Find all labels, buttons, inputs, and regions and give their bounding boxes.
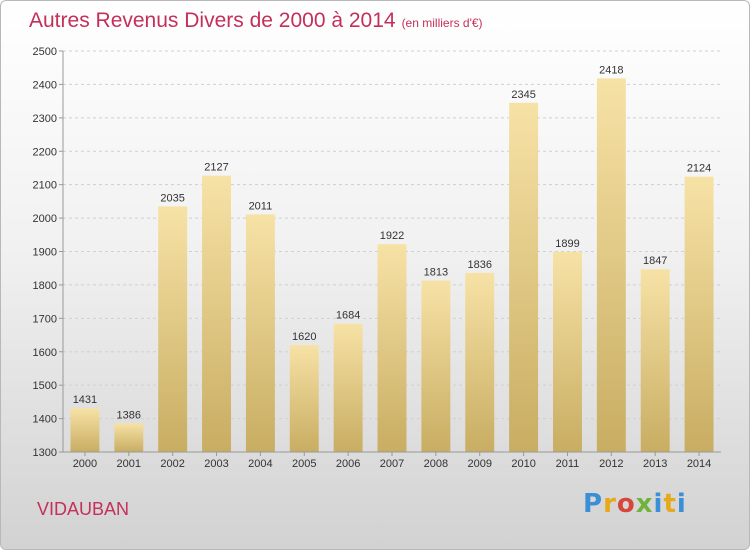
x-tick-label-2002: 2002 — [160, 458, 184, 470]
data-label-2012: 2418 — [599, 64, 623, 76]
y-tick-label: 1400 — [33, 414, 57, 426]
y-tick-label: 1600 — [33, 347, 57, 359]
x-tick-label-2012: 2012 — [599, 458, 623, 470]
bar-2008 — [421, 280, 451, 452]
y-tick-label: 1700 — [33, 313, 57, 325]
data-label-2008: 1813 — [424, 267, 448, 279]
bar-2013 — [640, 269, 670, 452]
y-tick-label: 2100 — [33, 180, 57, 192]
x-tick-label-2001: 2001 — [117, 458, 141, 470]
x-tick-label-2007: 2007 — [380, 458, 404, 470]
bar-2003 — [202, 175, 232, 452]
data-label-2002: 2035 — [160, 192, 184, 204]
data-label-2010: 2345 — [511, 89, 535, 101]
data-label-2007: 1922 — [380, 230, 404, 242]
x-tick-label-2013: 2013 — [643, 458, 667, 470]
y-tick-label: 2300 — [33, 113, 57, 125]
data-label-2014: 2124 — [687, 163, 711, 175]
data-label-2003: 2127 — [204, 162, 228, 174]
data-label-2009: 1836 — [467, 259, 491, 271]
data-label-2004: 2011 — [249, 200, 273, 212]
data-label-2005: 1620 — [292, 331, 316, 343]
data-label-2013: 1847 — [643, 255, 667, 267]
bar-2000 — [70, 408, 100, 452]
bar-2011 — [552, 251, 582, 452]
bar-2010 — [509, 102, 539, 452]
x-tick-label-2006: 2006 — [336, 458, 360, 470]
x-tick-label-2004: 2004 — [248, 458, 272, 470]
city-label: VIDAUBAN — [37, 499, 130, 519]
y-tick-label: 2500 — [33, 46, 57, 58]
chart-title: Autres Revenus Divers de 2000 à 2014 (en … — [29, 9, 483, 33]
x-tick-label-2014: 2014 — [687, 458, 711, 470]
y-tick-label: 1800 — [33, 280, 57, 292]
x-tick-label-2005: 2005 — [292, 458, 316, 470]
bar-2005 — [289, 345, 319, 452]
x-tick-label-2000: 2000 — [73, 458, 97, 470]
data-label-2011: 1899 — [555, 238, 579, 250]
bar-2001 — [114, 423, 144, 452]
bar-2012 — [596, 78, 626, 452]
data-label-2001: 1386 — [117, 409, 141, 421]
x-tick-label-2008: 2008 — [424, 458, 448, 470]
y-axis-ticks: 1300 1400 1500 1600 1700 1800 1900 2000 2100 2200… — [33, 46, 63, 459]
bar-2009 — [465, 272, 495, 452]
bar-2004 — [245, 214, 275, 452]
x-tick-label-2009: 2009 — [467, 458, 491, 470]
y-tick-label: 1300 — [33, 447, 57, 459]
chart-title-text: Autres Revenus Divers de 2000 à 2014 — [29, 9, 396, 32]
bars: 1431 1386 2035 2127 2011 1620 1684 1922 1813 1836… — [70, 64, 714, 452]
bar-2007 — [377, 244, 407, 452]
data-label-2006: 1684 — [336, 310, 360, 322]
y-tick-label: 1900 — [33, 247, 57, 259]
y-tick-label: 2000 — [33, 213, 57, 225]
bar-2002 — [158, 206, 188, 452]
y-tick-label: 2400 — [33, 79, 57, 91]
bar-2014 — [684, 176, 714, 452]
y-tick-label: 2200 — [33, 146, 57, 158]
bar-2006 — [333, 323, 363, 452]
chart-title-unit: (en milliers d'€) — [401, 16, 483, 30]
x-tick-label-2003: 2003 — [204, 458, 228, 470]
x-tick-label-2010: 2010 — [511, 458, 535, 470]
proxiti-logo[interactable]: Proxiti — [583, 489, 687, 519]
data-label-2000: 1431 — [73, 394, 97, 406]
x-tick-label-2011: 2011 — [556, 458, 580, 470]
y-tick-label: 1500 — [33, 380, 57, 392]
x-axis-ticks: 2000 2001 2002 2003 2004 2005 2006 2007 2008 2009… — [73, 452, 711, 470]
